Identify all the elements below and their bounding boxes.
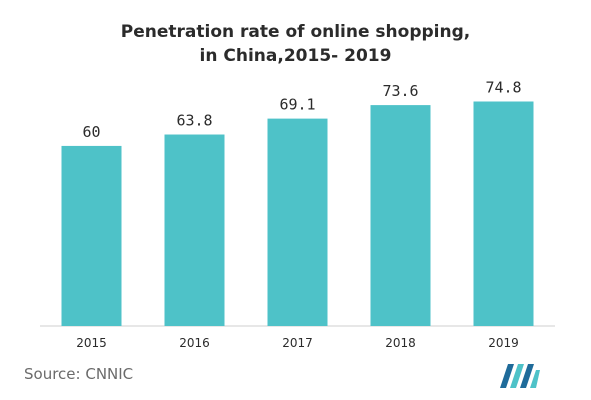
x-tick-label-2019: 2019: [488, 336, 519, 350]
bar-2016: [164, 134, 225, 326]
mordor-intelligence-logo-icon: [500, 364, 540, 388]
bar-2019: [473, 101, 534, 326]
x-tick-label-2017: 2017: [282, 336, 313, 350]
chart-title-line-2: in China,2015- 2019: [199, 46, 392, 66]
x-tick-label-2018: 2018: [385, 336, 416, 350]
data-label-2017: 69.1: [279, 96, 315, 114]
chart-title-line-1: Penetration rate of online shopping,: [120, 22, 471, 42]
data-label-2018: 73.6: [382, 82, 418, 100]
data-label-2016: 63.8: [176, 112, 212, 130]
bar-2018: [370, 105, 431, 326]
x-tick-label-2016: 2016: [179, 336, 210, 350]
bar-2015: [61, 145, 122, 326]
source-note: Source: CNNIC: [24, 365, 134, 383]
data-label-2019: 74.8: [485, 79, 521, 97]
bar-2017: [267, 118, 328, 326]
data-label-2015: 60: [82, 123, 100, 141]
chart-title: Penetration rate of online shopping, in …: [0, 20, 591, 68]
x-tick-label-2015: 2015: [76, 336, 107, 350]
